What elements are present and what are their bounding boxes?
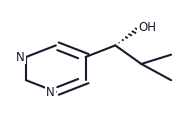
Text: OH: OH (138, 21, 156, 34)
Text: N: N (16, 51, 25, 64)
Text: N: N (46, 86, 55, 98)
